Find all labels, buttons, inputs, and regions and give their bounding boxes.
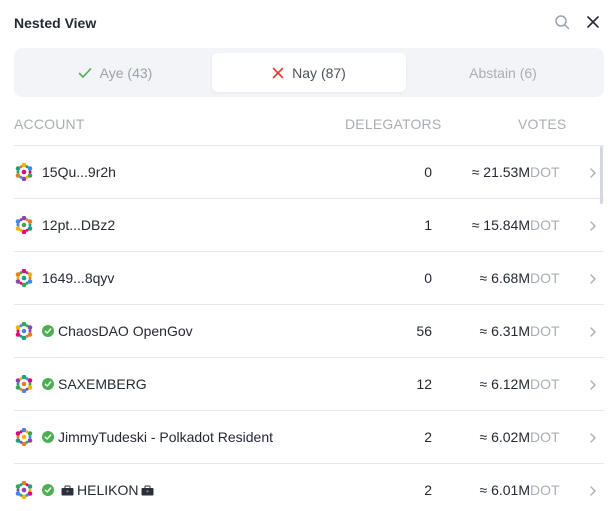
votes-unit: DOT [530,323,560,339]
avatar [15,162,33,182]
chevron-right-icon[interactable] [588,325,598,337]
delegators-count: 2 [424,429,432,445]
scrollbar[interactable] [600,146,603,204]
votes-amount: ≈ 6.31M [479,323,530,339]
close-icon[interactable] [584,13,602,31]
table-row[interactable]: 15Qu...9r2h 0 ≈ 21.53M DOT [14,146,604,199]
table-row[interactable]: 12pt...DBz2 1 ≈ 15.84M DOT [14,199,604,252]
table-row[interactable]: HELIKON 2 ≈ 6.01M DOT [14,464,604,511]
votes-amount: ≈ 6.02M [479,429,530,445]
chevron-right-icon[interactable] [588,484,598,496]
tab-aye[interactable]: Aye (43) [18,53,212,92]
account-label: JimmyTudeski - Polkadot Resident [58,429,274,445]
delegators-count: 12 [416,376,432,392]
account-label: ChaosDAO OpenGov [58,323,193,339]
account-label: SAXEMBERG [58,376,147,392]
page-title: Nested View [14,15,97,31]
votes-unit: DOT [530,376,560,392]
votes-unit: DOT [530,164,560,180]
votes-amount: ≈ 15.84M [471,217,530,233]
chevron-right-icon[interactable] [588,219,598,231]
account-label: 12pt...DBz2 [42,217,116,233]
x-icon [272,67,284,79]
vote-list: 15Qu...9r2h 0 ≈ 21.53M DOT 12pt...DBz2 1 ≈ 15.… [0,146,613,511]
toolbox-icon [61,483,74,499]
avatar [15,374,33,394]
column-header-account: ACCOUNT [14,116,85,132]
chevron-right-icon[interactable] [588,166,598,178]
account-label: 15Qu...9r2h [42,164,116,180]
account-name: ChaosDAO OpenGov [58,323,193,339]
avatar [15,321,33,341]
delegators-count: 2 [424,482,432,498]
header-divider [14,145,604,146]
tab-abstain-label: Abstain (6) [469,64,537,81]
check-icon [78,67,92,79]
votes-amount: ≈ 6.12M [479,376,530,392]
avatar [15,480,33,500]
tab-aye-label: Aye (43) [99,64,153,81]
table-row[interactable]: JimmyTudeski - Polkadot Resident 2 ≈ 6.02M… [14,411,604,464]
avatar [15,215,33,235]
header: Nested View [0,0,613,46]
chevron-right-icon[interactable] [588,431,598,443]
chevron-right-icon[interactable] [588,272,598,284]
votes-unit: DOT [530,217,560,233]
verified-icon [42,431,54,443]
votes-amount: ≈ 6.68M [479,270,530,286]
delegators-count: 56 [416,323,432,339]
tab-abstain[interactable]: Abstain (6) [406,53,600,92]
verified-icon [42,378,54,390]
avatar [15,427,33,447]
account-label: HELIKON [77,482,139,498]
toolbox-icon [141,483,154,499]
votes-amount: ≈ 6.01M [479,482,530,498]
account-name: JimmyTudeski - Polkadot Resident [58,429,273,445]
chevron-right-icon[interactable] [588,378,598,390]
tab-nay[interactable]: Nay (87) [212,53,406,92]
table-row[interactable]: SAXEMBERG 12 ≈ 6.12M DOT [14,358,604,411]
votes-unit: DOT [530,429,560,445]
account-name: HELIKON [58,482,157,499]
table-row[interactable]: ChaosDAO OpenGov 56 ≈ 6.31M DOT [14,305,604,358]
delegators-count: 0 [424,164,432,180]
account-name: 15Qu...9r2h [42,164,116,180]
tab-nay-label: Nay (87) [292,64,346,81]
account-name: SAXEMBERG [58,376,147,392]
table-row[interactable]: 1649...8qyv 0 ≈ 6.68M DOT [14,252,604,305]
verified-icon [42,325,54,337]
column-header-delegators: DELEGATORS [345,116,442,132]
delegators-count: 0 [424,270,432,286]
verified-icon [42,484,54,496]
votes-unit: DOT [530,270,560,286]
column-header-votes: VOTES [518,116,567,132]
account-label: 1649...8qyv [42,270,115,286]
avatar [15,268,33,288]
delegators-count: 1 [424,217,432,233]
search-icon[interactable] [553,13,571,31]
vote-tabs: Aye (43) Nay (87) Abstain (6) [14,48,604,97]
votes-unit: DOT [530,482,560,498]
account-name: 1649...8qyv [42,270,114,286]
account-name: 12pt...DBz2 [42,217,115,233]
votes-amount: ≈ 21.53M [471,164,530,180]
